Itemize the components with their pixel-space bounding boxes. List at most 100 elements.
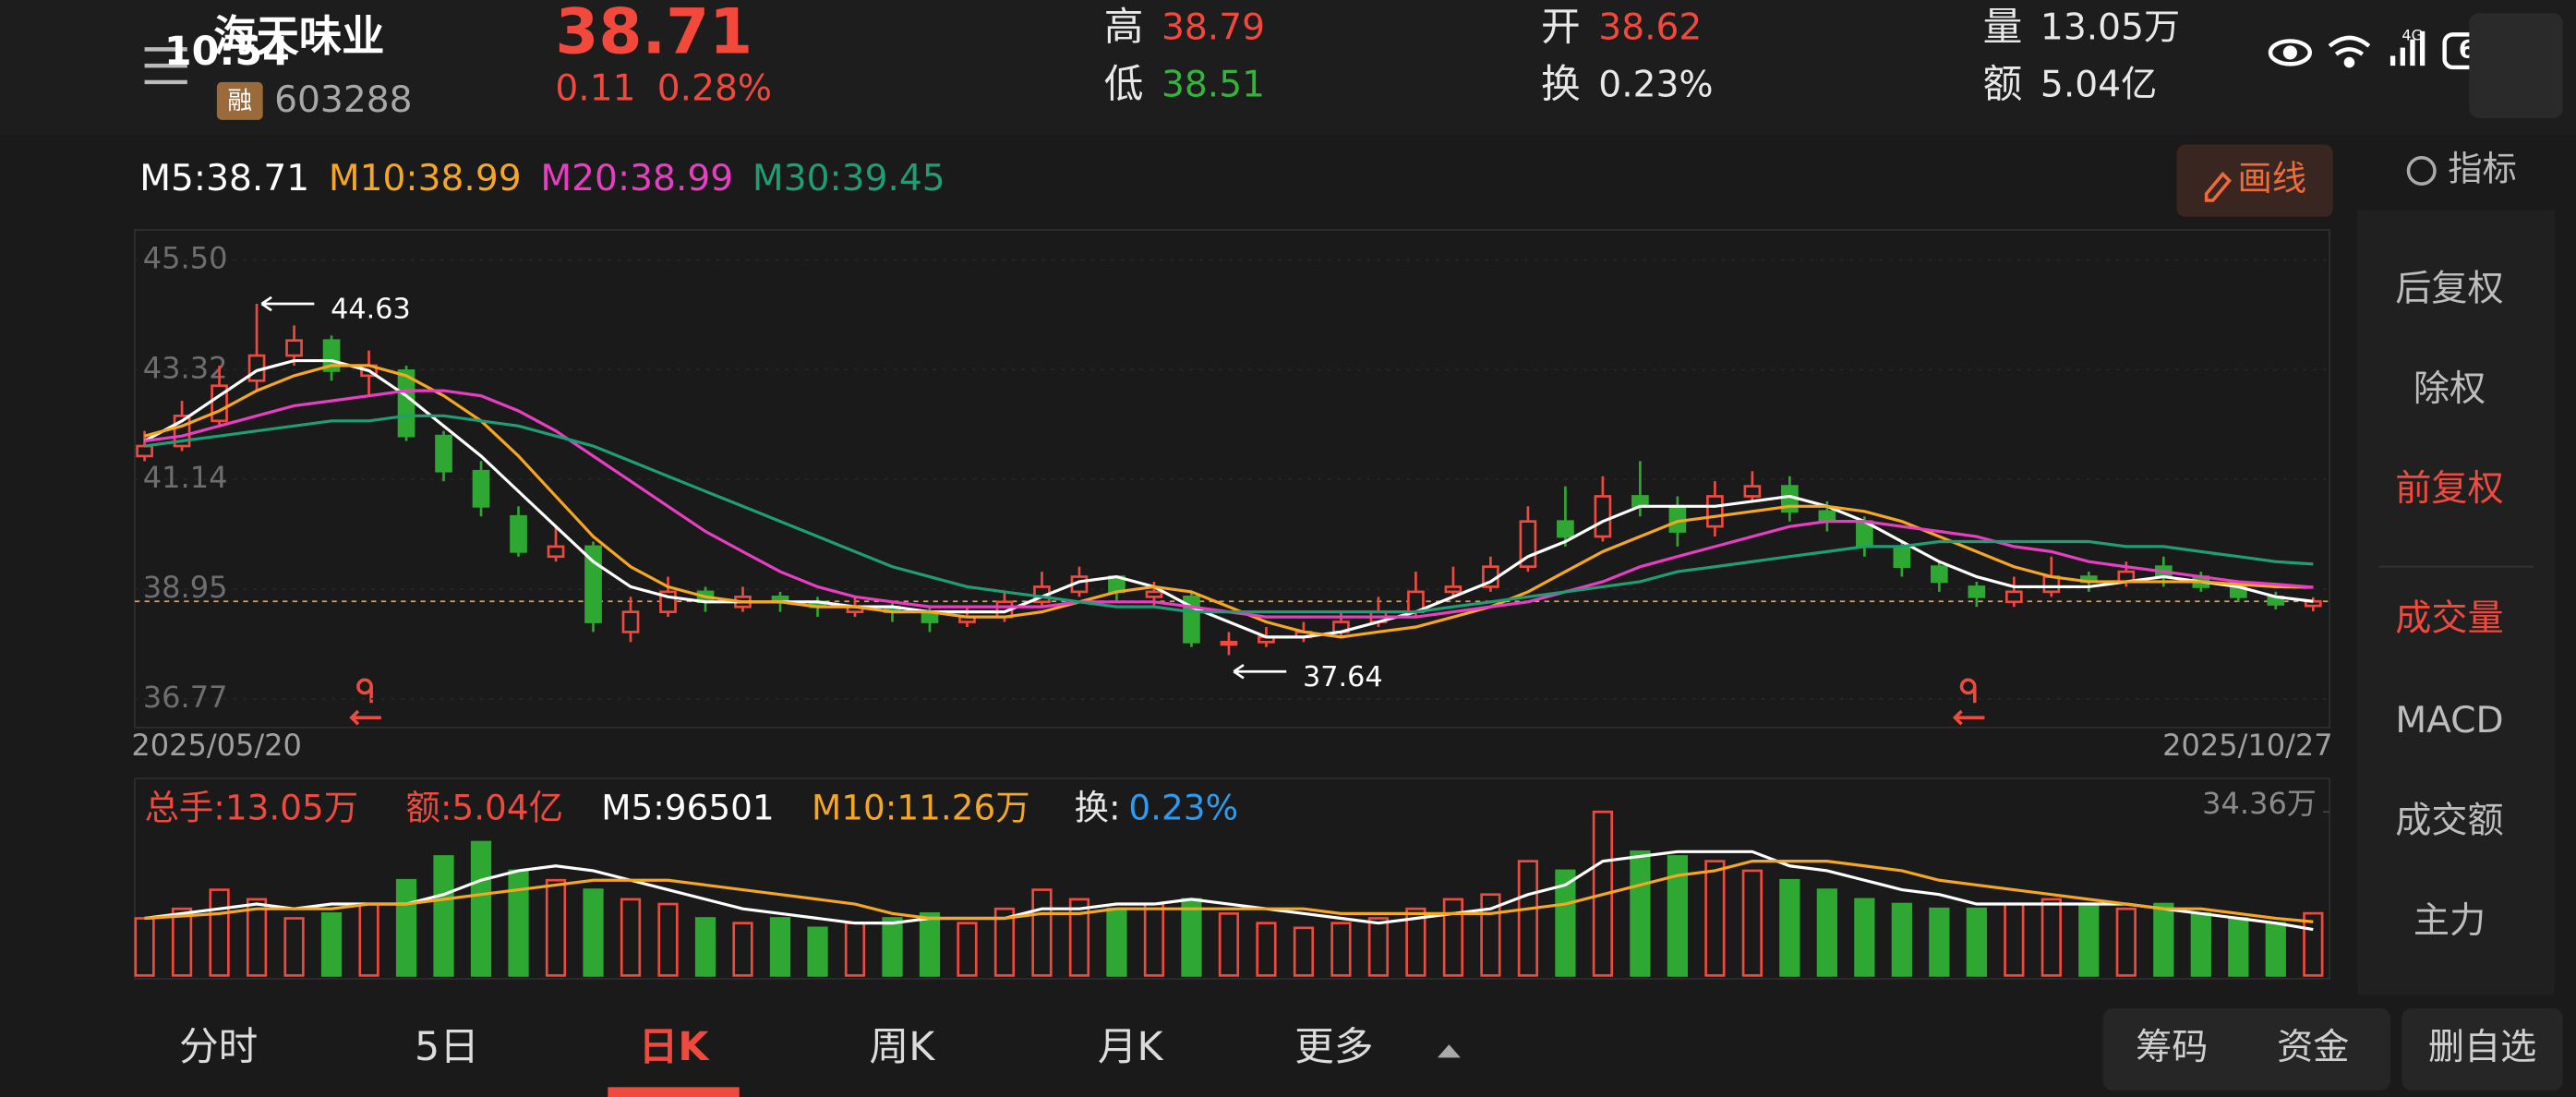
marker-label: 44.63 — [331, 294, 411, 326]
volume-bar — [1966, 907, 1987, 977]
side-menu-item[interactable]: 后复权 — [2395, 268, 2503, 309]
candle-body — [1444, 585, 1463, 594]
tab[interactable]: 5日 — [415, 1024, 479, 1070]
volume-bar — [732, 922, 753, 977]
volume-bar — [470, 840, 492, 977]
candle-body — [1594, 495, 1612, 538]
ma-line — [144, 850, 2314, 932]
stat-label: 额 — [1983, 62, 2023, 108]
volume-stat: 额:5.04亿 — [405, 787, 562, 827]
bottom-button[interactable]: 删自选 — [2428, 1027, 2536, 1068]
volume-bar — [1741, 869, 1763, 977]
tab-underline — [608, 1087, 740, 1097]
volume-bar — [620, 898, 642, 977]
network: 4G — [2401, 27, 2423, 44]
candle-body — [1968, 585, 1986, 598]
pencil-icon — [2204, 171, 2232, 202]
stat-label: 低 — [1104, 62, 1144, 108]
volume-bar — [2228, 917, 2249, 977]
candle-body — [435, 434, 452, 473]
volume-legend: M10:11.26万 — [812, 787, 1030, 827]
candle-body — [1818, 510, 1836, 524]
volume-bar — [1405, 907, 1426, 977]
volume-bar — [1779, 878, 1800, 977]
volume-bar — [1367, 917, 1390, 977]
x-tick-label: 2025/10/27 — [2162, 728, 2333, 763]
badge-bg — [216, 81, 263, 120]
tab[interactable]: 周K — [870, 1024, 936, 1070]
volume-bar — [358, 902, 379, 977]
candle-body — [472, 469, 490, 508]
indicator-button[interactable]: 指标 — [2448, 148, 2517, 188]
volume-bar — [1330, 922, 1352, 977]
side-menu-item[interactable]: 成交量 — [2395, 598, 2503, 640]
change-pct: 0.28% — [657, 67, 772, 109]
volume-bar — [171, 907, 193, 977]
tab[interactable]: 更多 — [1294, 1024, 1373, 1070]
draw-button-label[interactable]: 画线 — [2237, 158, 2306, 199]
volume-bar — [1106, 907, 1127, 977]
bottom-button[interactable]: 资金 — [2277, 1027, 2349, 1068]
candle-body — [136, 444, 153, 458]
candle-body — [1706, 495, 1724, 528]
candle-body — [2042, 575, 2061, 594]
change: 0.11 — [555, 67, 635, 109]
volume-bar — [320, 912, 343, 977]
tab[interactable]: 日K — [639, 1024, 711, 1070]
side-menu-item[interactable]: 主力 — [2413, 900, 2486, 942]
stat-label: 高 — [1104, 5, 1144, 51]
top-right-button[interactable] — [2469, 13, 2563, 119]
volume-bar — [134, 917, 155, 977]
ma-legend: M20:38.99 — [540, 158, 733, 199]
volume-bar — [1143, 902, 1165, 977]
volume-bar — [209, 888, 230, 977]
volume-bar — [283, 917, 305, 977]
volume-bar — [246, 898, 268, 977]
stat-value: 13.05万 — [2040, 7, 2180, 49]
status-time: 10:54 — [164, 29, 290, 75]
more-arrow — [1437, 1044, 1461, 1058]
marker-label: 37.64 — [1303, 661, 1383, 693]
button-group — [2102, 1007, 2390, 1091]
candle-body — [1893, 545, 1911, 569]
candle-body — [510, 514, 527, 553]
volume-bar — [1442, 898, 1464, 977]
tab[interactable]: 月K — [1098, 1024, 1164, 1070]
volume-bar — [993, 907, 1016, 977]
x-tick-label: 2025/05/20 — [131, 728, 302, 763]
stat-value: 0.23% — [1598, 65, 1713, 106]
candle-body — [1743, 485, 1762, 498]
stat-label: 换 — [1541, 62, 1581, 108]
side-menu-item[interactable]: MACD — [2395, 700, 2503, 741]
volume-bar — [583, 888, 604, 977]
volume-bar — [1929, 907, 1950, 977]
tab[interactable]: 分时 — [179, 1024, 258, 1070]
stat-label: 量 — [1983, 5, 2023, 51]
candle-body — [2005, 590, 2023, 604]
ma-line — [143, 358, 2314, 639]
ma-line — [144, 414, 2314, 614]
marker-arrow — [1233, 664, 1287, 680]
volume-bar — [395, 878, 417, 977]
volume-legend: M5:96501 — [601, 787, 774, 827]
marker-icon — [349, 678, 381, 726]
y-tick-label: 36.77 — [143, 680, 228, 715]
bottom-button[interactable]: 筹码 — [2136, 1027, 2208, 1068]
menu-icon[interactable] — [144, 47, 187, 85]
volume-bar — [1256, 922, 1277, 977]
side-menu-bg — [2357, 210, 2555, 995]
volume-bar — [882, 917, 903, 977]
stat-label: 开 — [1541, 5, 1581, 51]
volume-bar — [1555, 869, 1576, 977]
side-menu-item[interactable]: 前复权 — [2395, 468, 2503, 510]
volume-bar — [1816, 888, 1837, 977]
volume-stat: 总手:13.05万 — [145, 787, 359, 827]
y-tick-label: 41.14 — [143, 460, 228, 495]
side-menu-item[interactable]: 成交额 — [2395, 801, 2503, 842]
candle-body — [621, 610, 640, 633]
volume-bar — [1630, 850, 1651, 977]
side-menu-item[interactable]: 除权 — [2413, 368, 2486, 410]
volume-bar — [2115, 907, 2137, 977]
